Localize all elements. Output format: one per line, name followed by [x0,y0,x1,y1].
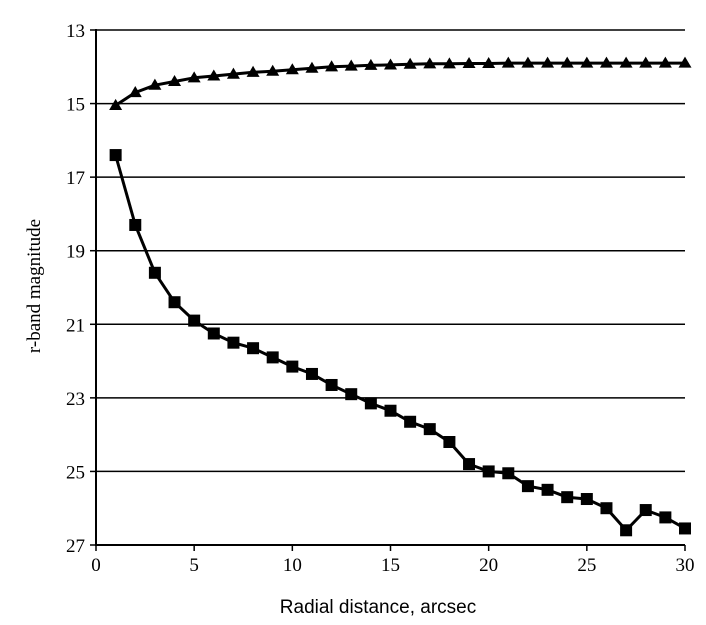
data-point-square [305,367,318,380]
data-point-square [561,491,574,504]
data-point-square [639,504,652,517]
data-point-triangle [285,63,299,75]
data-point-square [148,266,161,279]
data-point-triangle [403,57,417,69]
data-point-square [384,404,397,417]
data-point-square [404,415,417,428]
x-tick-label: 20 [479,555,498,576]
y-tick-label: 17 [66,168,85,189]
data-point-triangle [599,56,613,68]
data-point-square [247,342,260,355]
x-tick-label: 5 [189,555,199,576]
data-point-square [266,351,279,364]
data-point-triangle [364,58,378,70]
series-line [114,154,686,532]
x-tick-label: 10 [283,555,302,576]
data-point-triangle [384,58,397,70]
y-tick-label: 27 [66,536,85,557]
y-tick-label: 19 [66,242,85,263]
data-point-triangle [678,56,692,68]
data-point-square [502,467,515,480]
data-point-triangle [226,67,240,79]
data-point-square [580,493,593,506]
data-point-triangle [168,75,182,87]
data-point-triangle [246,65,260,77]
x-tick-label: 15 [381,555,400,576]
series-line [114,61,685,107]
data-point-triangle [442,57,456,69]
data-point-triangle [187,71,201,83]
data-point-square [286,360,299,373]
axis-layer [90,29,686,551]
x-tick-label: 30 [676,555,695,576]
data-point-triangle [305,61,319,73]
data-point-triangle [148,78,162,90]
data-point-square [521,480,534,493]
tick-label-layer: 13 15 17 19 21 23 25 27 0 5 10 15 20 25 30 [66,21,695,576]
series-layer [109,56,692,537]
data-point-triangle [325,60,339,72]
data-point-triangle [639,56,653,68]
x-tick-label: 25 [577,555,596,576]
data-point-triangle [658,56,672,68]
data-point-square [168,296,181,309]
data-point-triangle [109,98,123,110]
data-point-triangle [462,56,476,69]
data-point-square [541,483,554,496]
data-point-triangle [207,69,221,81]
data-point-triangle [619,56,633,68]
x-tick-label: 0 [91,555,101,576]
data-point-triangle [521,56,535,68]
series-1 [109,56,692,110]
data-point-square [109,149,122,162]
data-point-square [364,397,377,410]
data-point-square [423,423,436,436]
x-axis-title: Radial distance, arcsec [280,597,476,618]
data-point-square [482,465,495,478]
data-point-triangle [580,56,594,68]
data-point-square [188,314,201,327]
data-point-square [345,388,358,401]
y-tick-label: 15 [66,95,85,116]
data-point-square [620,524,633,537]
data-point-triangle [501,56,515,68]
data-point-triangle [423,57,437,69]
data-point-square [600,502,613,515]
data-point-square [227,336,240,349]
data-point-square [443,436,456,448]
y-tick-label: 13 [66,21,85,42]
y-tick-label: 25 [66,462,85,483]
y-tick-label: 21 [66,315,85,336]
data-point-triangle [541,56,555,68]
data-point-triangle [344,59,358,71]
data-point-triangle [560,56,574,68]
data-point-triangle [482,56,496,69]
data-point-square [679,522,691,535]
data-point-triangle [266,64,280,76]
data-point-square [129,218,142,231]
data-point-square [659,511,672,524]
y-tick-label: 23 [66,389,85,410]
y-axis-title: r-band magnitude [24,219,45,353]
grid-layer [96,29,685,546]
data-point-square [325,378,338,391]
data-point-square [207,327,220,340]
data-point-triangle [128,86,142,98]
series-2 [109,149,691,537]
data-point-square [463,458,476,471]
